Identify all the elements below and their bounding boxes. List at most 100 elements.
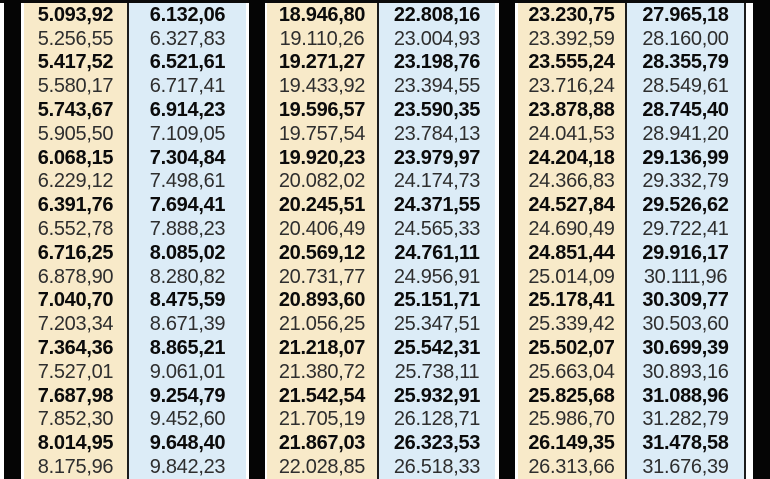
- table-cell: 19.596,57: [278, 99, 366, 122]
- table-cell: 26.313,66: [528, 456, 615, 479]
- table-cell: 21.542,54: [278, 384, 366, 407]
- table-cell: 24.851,44: [528, 241, 615, 264]
- table-cell: 25.339,42: [528, 313, 615, 336]
- table-cell: 28.160,00: [642, 27, 729, 50]
- table-cell: 8.175,96: [37, 456, 114, 479]
- table-cell: 8.085,02: [149, 241, 226, 264]
- table-cell: 23.230,75: [528, 3, 615, 26]
- column-divider: [377, 3, 379, 479]
- table-cell: 6.068,15: [37, 146, 114, 169]
- table-cell: 6.391,76: [37, 194, 114, 217]
- table-cell: 8.014,95: [37, 432, 114, 455]
- table-column-6: 27.965,18 28.160,00 28.355,79 28.549,61 28.7…: [627, 3, 746, 479]
- table-cell: 5.417,52: [37, 51, 114, 74]
- table-cell: 22.028,85: [278, 456, 366, 479]
- table-column-3: 18.946,80 19.110,26 19.271,27 19.433,92 19.5…: [267, 3, 377, 479]
- table-cell: 24.174,73: [393, 170, 481, 193]
- table-cell: 7.498,61: [149, 170, 226, 193]
- table-cell: 25.663,04: [528, 360, 615, 383]
- table-cell: 28.941,20: [642, 122, 729, 145]
- table-cell: 25.825,68: [528, 384, 615, 407]
- table-cell: 25.932,91: [393, 384, 481, 407]
- table-cell: 23.004,93: [393, 27, 481, 50]
- table-cell: 25.986,70: [528, 408, 615, 431]
- table-cell: 8.671,39: [149, 313, 226, 336]
- table-cell: 5.743,67: [37, 99, 114, 122]
- column-divider: [127, 3, 129, 479]
- table-cell: 6.716,25: [37, 241, 114, 264]
- table-cell: 25.738,11: [394, 360, 480, 383]
- table-cell: 7.364,36: [37, 337, 114, 360]
- table-cell: 6.327,83: [149, 27, 226, 50]
- table-cell: 31.478,58: [642, 432, 729, 455]
- table-cell: 24.371,55: [393, 194, 481, 217]
- column-group-1: 5.093,92 5.256,55 5.417,52 5.580,17 5.743,67…: [24, 3, 246, 479]
- table-cell: 18.946,80: [278, 3, 366, 26]
- table-cell: 19.433,92: [278, 75, 366, 98]
- table-cell: 24.366,83: [528, 170, 615, 193]
- table-cell: 9.648,40: [149, 432, 226, 455]
- table-cell: 8.280,82: [149, 265, 226, 288]
- table-column-1: 5.093,92 5.256,55 5.417,52 5.580,17 5.743,67…: [24, 3, 127, 479]
- table-cell: 30.309,77: [642, 289, 729, 312]
- table-cell: 6.717,41: [149, 75, 226, 98]
- table-cell: 5.580,17: [37, 75, 114, 98]
- table-cell: 23.198,76: [393, 51, 481, 74]
- table-cell: 20.082,02: [278, 170, 366, 193]
- table-column-4: 22.808,16 23.004,93 23.198,76 23.394,55 23.5…: [379, 3, 495, 479]
- table-cell: 25.347,51: [393, 313, 481, 336]
- table-cell: 21.705,19: [278, 408, 366, 431]
- table-cell: 7.687,98: [37, 384, 114, 407]
- table-cell: 7.109,05: [149, 122, 226, 145]
- table-cell: 6.914,23: [149, 99, 226, 122]
- table-cell: 8.475,59: [149, 289, 226, 312]
- table-cell: 27.965,18: [642, 3, 729, 26]
- table-cell: 23.878,88: [528, 99, 615, 122]
- table-cell: 7.694,41: [149, 194, 226, 217]
- table-cell: 23.979,97: [393, 146, 481, 169]
- table-cell: 21.380,72: [278, 360, 366, 383]
- table-cell: 20.245,51: [278, 194, 366, 217]
- column-group-3: 23.230,75 23.392,59 23.555,24 23.716,24 23.8…: [518, 3, 746, 479]
- table-cell: 26.323,53: [393, 432, 481, 455]
- table-cell: 21.867,03: [278, 432, 366, 455]
- table-cell: 21.218,07: [278, 337, 366, 360]
- black-bar-middle-2: [499, 0, 515, 479]
- table-cell: 7.304,84: [149, 146, 226, 169]
- black-bar-left: [4, 0, 21, 479]
- table-cell: 24.041,53: [528, 122, 615, 145]
- table-cell: 29.722,41: [642, 218, 729, 241]
- table-cell: 26.518,33: [393, 456, 481, 479]
- table-cell: 29.526,62: [642, 194, 729, 217]
- table-cell: 21.056,25: [278, 313, 366, 336]
- table-cell: 6.878,90: [37, 265, 114, 288]
- table-cell: 20.569,12: [278, 241, 366, 264]
- table-cell: 26.128,71: [393, 408, 481, 431]
- table-cell: 19.271,27: [278, 51, 366, 74]
- table-cell: 25.178,41: [528, 289, 615, 312]
- table-cell: 9.254,79: [149, 384, 226, 407]
- table-cell: 7.852,30: [37, 408, 114, 431]
- table-cell: 9.061,01: [149, 360, 226, 383]
- table-cell: 25.502,07: [528, 337, 615, 360]
- table-cell: 25.542,31: [393, 337, 481, 360]
- table-cell: 31.282,79: [642, 408, 729, 431]
- table-cell: 9.452,60: [149, 408, 226, 431]
- table-cell: 29.332,79: [642, 170, 729, 193]
- table-cell: 19.920,23: [278, 146, 366, 169]
- table-cell: 28.745,40: [642, 99, 729, 122]
- black-bar-middle-1: [249, 0, 265, 479]
- table-cell: 31.676,39: [642, 456, 729, 479]
- table-cell: 28.355,79: [642, 51, 729, 74]
- table-cell: 30.111,96: [643, 265, 728, 288]
- top-border-rule: [0, 0, 770, 3]
- table-cell: 23.590,35: [393, 99, 481, 122]
- table-cell: 24.690,49: [528, 218, 615, 241]
- table-cell: 26.149,35: [528, 432, 615, 455]
- table-cell: 20.893,60: [278, 289, 366, 312]
- table-cell: 7.527,01: [37, 360, 114, 383]
- table-cell: 19.757,54: [278, 122, 366, 145]
- table-cell: 23.784,13: [393, 122, 481, 145]
- table-cell: 23.716,24: [528, 75, 615, 98]
- table-cell: 7.888,23: [149, 218, 226, 241]
